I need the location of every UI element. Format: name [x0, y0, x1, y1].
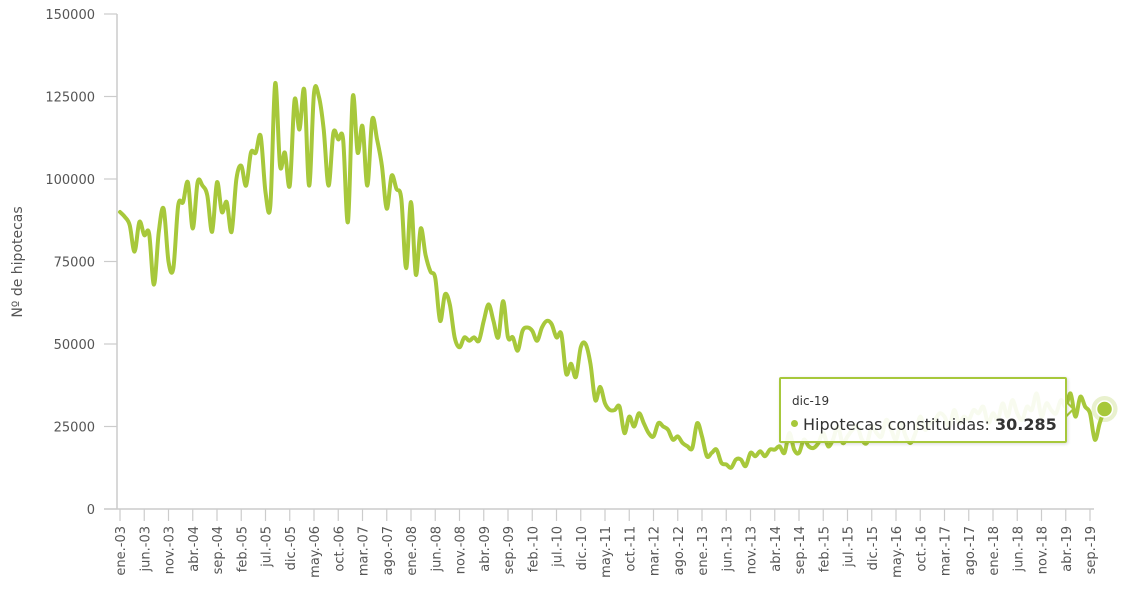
x-tick-label: abr.-09 — [478, 526, 493, 572]
y-tick-label: 25000 — [54, 421, 95, 436]
x-tick-label: ene.-08 — [405, 526, 420, 576]
x-tick-label: sep.-09 — [502, 526, 517, 574]
x-tick-label: jul.-15 — [842, 526, 857, 568]
y-axis: 0 25000 50000 75000 100000 125000 150000 — [45, 8, 118, 518]
x-tick-label: feb.-15 — [817, 526, 832, 572]
series-dot-icon — [791, 420, 798, 427]
y-tick-label: 50000 — [54, 338, 95, 353]
highlight-marker[interactable] — [1095, 400, 1114, 418]
y-tick-label: 100000 — [45, 173, 95, 188]
x-tick-label: oct.-06 — [332, 526, 347, 572]
x-tick-label: sep.-14 — [793, 526, 808, 574]
y-tick-label: 125000 — [45, 91, 95, 106]
x-tick-label: mar.-12 — [648, 526, 663, 576]
x-tick-label: jun.-03 — [138, 526, 153, 572]
x-tick-label: ago.-07 — [381, 526, 396, 575]
x-tick-label: ago.-17 — [963, 526, 978, 575]
x-tick-label: jul.-10 — [551, 526, 566, 568]
x-tick-label: abr.-19 — [1060, 526, 1075, 572]
tooltip-row: Hipotecas constituidas: 30.285 — [791, 415, 1057, 434]
y-tick-label: 150000 — [45, 8, 95, 23]
x-tick-label: abr.-04 — [187, 526, 202, 572]
tooltip-series-label: Hipotecas constituidas: — [803, 415, 995, 434]
x-tick-label: jun.-13 — [720, 526, 735, 572]
x-tick-label: ene.-18 — [987, 526, 1002, 576]
tooltip-value: 30.285 — [994, 415, 1057, 434]
x-tick-label: nov.-18 — [1036, 526, 1051, 574]
tooltip: dic-19 Hipotecas constituidas: 30.285 — [779, 377, 1067, 443]
x-tick-label: dic.-05 — [284, 526, 299, 570]
x-tick-label: ene.-03 — [114, 526, 129, 576]
y-tick-label: 75000 — [54, 256, 95, 271]
x-tick-label: dic.-10 — [575, 526, 590, 570]
y-tick-label: 0 — [87, 503, 95, 518]
x-axis: ene.-03 jun.-03 nov.-03 abr.-04 sep.-04 feb.-… — [104, 508, 1099, 578]
x-tick-label: dic.-15 — [866, 526, 881, 570]
y-axis-title: Nº de hipotecas — [10, 206, 26, 317]
x-tick-label: feb.-10 — [526, 526, 541, 572]
x-tick-label: may.-16 — [890, 526, 905, 578]
x-tick-label: nov.-03 — [163, 526, 178, 574]
x-tick-label: feb.-05 — [235, 526, 250, 572]
x-tick-label: may.-11 — [599, 526, 614, 578]
x-tick-label: ago.-12 — [672, 526, 687, 575]
tooltip-date: dic-19 — [792, 394, 830, 408]
x-tick-label: jul.-05 — [260, 526, 275, 568]
x-tick-label: oct.-11 — [623, 526, 638, 572]
tooltip-arrow-inner — [1064, 401, 1072, 417]
x-tick-label: ene.-13 — [696, 526, 711, 576]
x-tick-label: jun.-18 — [1011, 526, 1026, 572]
x-tick-label: nov.-13 — [745, 526, 760, 574]
x-tick-label: jun.-08 — [429, 526, 444, 572]
x-tick-label: sep.-04 — [211, 526, 226, 574]
x-tick-label: oct.-16 — [914, 526, 929, 572]
x-tick-label: nov.-08 — [454, 526, 469, 574]
x-tick-label: mar.-17 — [939, 526, 954, 576]
x-tick-label: sep.-19 — [1084, 526, 1099, 574]
x-tick-label: abr.-14 — [769, 526, 784, 572]
x-tick-label: mar.-07 — [357, 526, 372, 576]
x-tick-label: may.-06 — [308, 526, 323, 578]
